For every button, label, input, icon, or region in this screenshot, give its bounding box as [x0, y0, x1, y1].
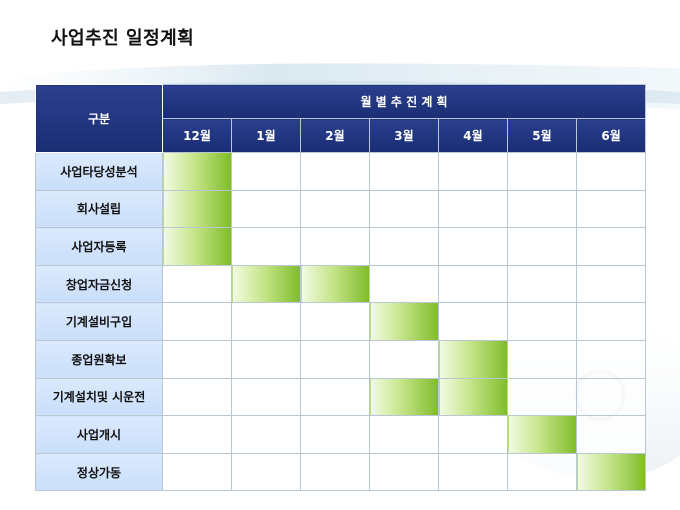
- table-row: 사업타당성분석: [35, 152, 647, 191]
- task-label: 사업자등록: [35, 227, 163, 266]
- schedule-cell: [162, 452, 232, 492]
- schedule-cell: [300, 302, 370, 341]
- schedule-bar-cell: [438, 377, 508, 417]
- task-label: 기계설치및 시운전: [35, 377, 163, 417]
- schedule-cell: [575, 264, 647, 304]
- task-label: 회사설립: [35, 189, 163, 229]
- schedule-cell: [507, 302, 577, 341]
- schedule-cell: [231, 415, 301, 454]
- schedule-cell: [507, 152, 577, 191]
- schedule-cell: [300, 415, 370, 454]
- table-row: 정상가동: [35, 452, 647, 492]
- schedule-cell: [300, 377, 370, 417]
- table-row: 회사설립: [35, 189, 647, 229]
- schedule-bar-cell: [507, 415, 577, 454]
- schedule-cell: [369, 264, 439, 304]
- schedule-cell: [575, 339, 647, 379]
- schedule-cell: [507, 452, 577, 492]
- schedule-cell: [231, 189, 301, 229]
- table-row: 기계설치및 시운전: [35, 377, 647, 417]
- task-label: 사업개시: [35, 415, 163, 454]
- month-header: 2월: [300, 118, 370, 153]
- schedule-cell: [369, 227, 439, 266]
- task-label: 창업자금신청: [35, 264, 163, 304]
- schedule-bar-cell: [162, 189, 232, 229]
- schedule-cell: [369, 452, 439, 492]
- schedule-cell: [231, 377, 301, 417]
- task-label: 사업타당성분석: [35, 152, 163, 191]
- schedule-bar-cell: [575, 452, 647, 492]
- schedule-cell: [300, 339, 370, 379]
- schedule-cell: [438, 227, 508, 266]
- schedule-bar-cell: [369, 377, 439, 417]
- schedule-cell: [300, 227, 370, 266]
- schedule-bar-cell: [162, 152, 232, 191]
- month-header: 5월: [507, 118, 577, 153]
- schedule-cell: [575, 189, 647, 229]
- schedule-cell: [231, 152, 301, 191]
- header-row-group: 구분 월 별 추 진 계 획: [35, 84, 647, 153]
- month-header: 6월: [575, 118, 647, 153]
- schedule-cell: [575, 227, 647, 266]
- schedule-cell: [438, 152, 508, 191]
- schedule-cell: [369, 415, 439, 454]
- schedule-cell: [162, 377, 232, 417]
- schedule-cell: [438, 264, 508, 304]
- header-row-months: 12월 1월 2월 3월 4월 5월 6월: [36, 118, 647, 153]
- schedule-cell: [438, 189, 508, 229]
- schedule-cell: [162, 415, 232, 454]
- month-header: 1월: [231, 118, 301, 153]
- schedule-cell: [162, 339, 232, 379]
- schedule-cell: [231, 227, 301, 266]
- schedule-cell: [575, 415, 647, 454]
- task-label: 기계설비구입: [35, 302, 163, 341]
- schedule-cell: [507, 264, 577, 304]
- category-header: 구분: [35, 84, 163, 153]
- schedule-cell: [231, 452, 301, 492]
- schedule-cell: [438, 302, 508, 341]
- task-label: 종업원확보: [35, 339, 163, 379]
- schedule-table: 구분 월 별 추 진 계 획 12월 1월 2월 3월 4월 5월 6월 사업타당성분석 회사…: [35, 84, 647, 492]
- schedule-bar-cell: [438, 339, 508, 379]
- schedule-bar-cell: [231, 264, 301, 304]
- schedule-bar-cell: [300, 264, 370, 304]
- schedule-cell: [162, 264, 232, 304]
- schedule-cell: [369, 152, 439, 191]
- schedule-cell: [575, 377, 647, 417]
- schedule-cell: [369, 189, 439, 229]
- schedule-cell: [162, 302, 232, 341]
- schedule-cell: [507, 227, 577, 266]
- schedule-cell: [438, 452, 508, 492]
- month-header: 3월: [369, 118, 439, 153]
- month-header: 4월: [438, 118, 508, 153]
- month-header: 12월: [162, 118, 232, 153]
- schedule-bar-cell: [162, 227, 232, 266]
- monthly-plan-header: 월 별 추 진 계 획: [161, 84, 647, 119]
- table-row: 사업개시: [35, 415, 647, 454]
- schedule-cell: [231, 302, 301, 341]
- table-row: 종업원확보: [35, 339, 647, 379]
- schedule-cell: [575, 302, 647, 341]
- schedule-cell: [507, 189, 577, 229]
- schedule-body: 사업타당성분석 회사설립 사업자등록 창업자금신청 기계설비구입 종업원확보 기계설치및 시…: [35, 152, 647, 492]
- schedule-cell: [300, 189, 370, 229]
- schedule-cell: [507, 377, 577, 417]
- table-row: 기계설비구입: [35, 302, 647, 341]
- schedule-cell: [369, 339, 439, 379]
- task-label: 정상가동: [35, 452, 163, 492]
- schedule-cell: [300, 452, 370, 492]
- table-row: 사업자등록: [35, 227, 647, 266]
- schedule-cell: [231, 339, 301, 379]
- page-title: 사업추진 일정계획: [51, 28, 195, 49]
- schedule-cell: [438, 415, 508, 454]
- schedule-cell: [300, 152, 370, 191]
- schedule-cell: [507, 339, 577, 379]
- schedule-bar-cell: [369, 302, 439, 341]
- schedule-cell: [575, 152, 647, 191]
- table-row: 창업자금신청: [35, 264, 647, 304]
